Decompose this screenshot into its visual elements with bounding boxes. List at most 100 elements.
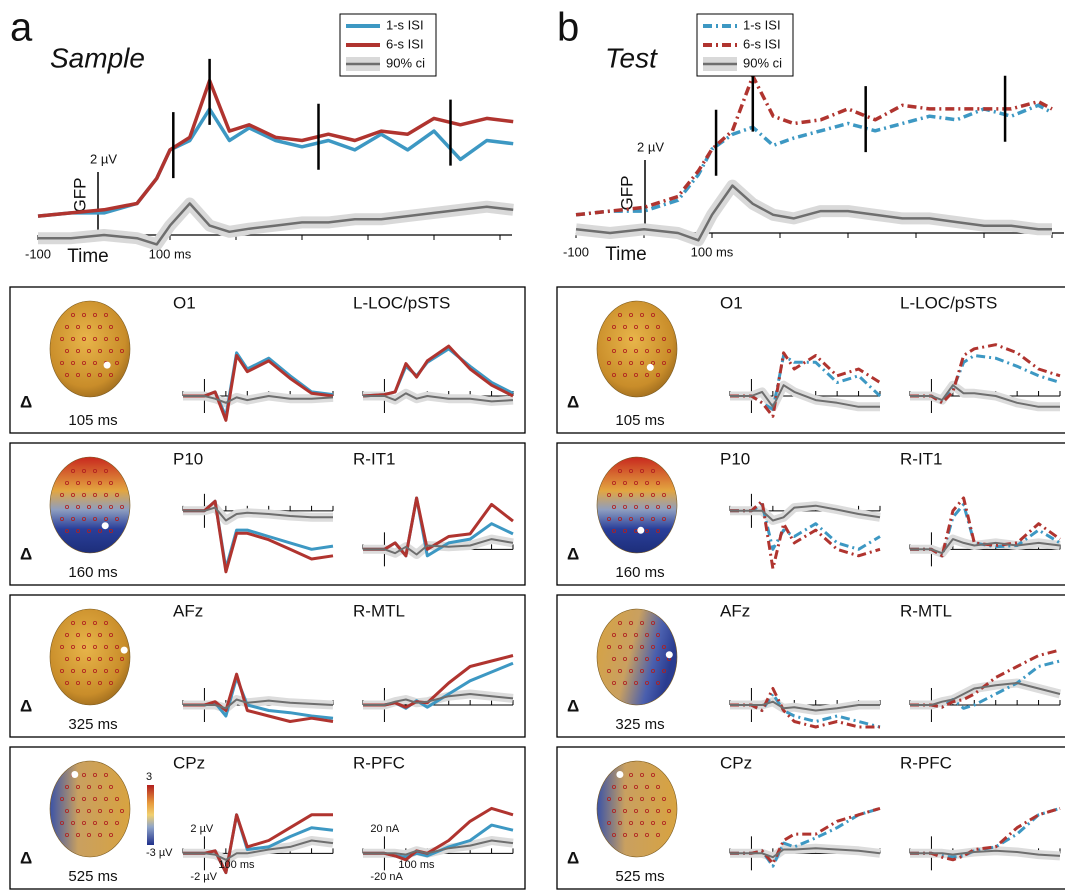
channel-label: R-PFC	[353, 753, 405, 772]
electrode	[71, 797, 76, 802]
electrode	[607, 821, 612, 826]
electrode	[656, 833, 661, 838]
electrode	[109, 480, 114, 485]
electrode	[82, 336, 87, 341]
delta: Δ	[20, 696, 32, 715]
electrode	[76, 372, 81, 377]
electrode	[104, 645, 109, 650]
head	[49, 300, 131, 398]
electrode	[71, 492, 76, 497]
electrode	[640, 468, 645, 473]
head	[596, 608, 678, 706]
electrode	[645, 504, 650, 509]
row-box	[9, 286, 526, 434]
electrode	[612, 504, 617, 509]
delta: Δ	[567, 544, 579, 563]
electrode	[98, 529, 103, 534]
electrode	[71, 336, 76, 341]
electrode	[651, 645, 656, 650]
electrode	[623, 633, 628, 638]
electrode	[87, 657, 92, 662]
electrode	[645, 809, 650, 814]
electrode	[60, 645, 65, 650]
electrode-highlight	[120, 646, 128, 654]
electrode	[87, 480, 92, 485]
row-time: 105 ms	[68, 412, 117, 429]
electrode	[634, 480, 639, 485]
electrode	[76, 833, 81, 838]
electrode	[93, 336, 98, 341]
electrode	[656, 324, 661, 329]
electrode	[645, 833, 650, 838]
electrode	[60, 821, 65, 826]
electrode	[98, 809, 103, 814]
electrode	[629, 821, 634, 826]
electrode	[667, 809, 672, 814]
electrode	[623, 529, 628, 534]
electrode	[634, 633, 639, 638]
electrode	[82, 312, 87, 317]
electrode	[607, 669, 612, 674]
electrode	[71, 517, 76, 522]
channel-label: CPz	[173, 753, 205, 772]
electrode	[640, 517, 645, 522]
electrode	[120, 348, 125, 353]
electrode	[76, 529, 81, 534]
electrode	[98, 833, 103, 838]
legend-label: 6-s ISI	[386, 36, 424, 51]
electrode	[65, 785, 70, 790]
electrode	[662, 797, 667, 802]
electrode	[607, 797, 612, 802]
electrode	[87, 529, 92, 534]
electrode	[82, 360, 87, 365]
electrode	[612, 529, 617, 534]
x-tick-label: 100 ms	[149, 246, 192, 261]
electrode	[104, 621, 109, 626]
erp-line	[730, 384, 880, 408]
scale-bar-label: 2 µV	[637, 139, 664, 154]
erp-line	[910, 343, 1061, 405]
electrode	[87, 633, 92, 638]
electrode	[87, 348, 92, 353]
electrode	[115, 492, 120, 497]
electrode	[667, 504, 672, 509]
electrode	[645, 480, 650, 485]
colorbar-label: 3	[146, 771, 152, 783]
electrode	[656, 480, 661, 485]
electrode	[60, 797, 65, 802]
electrode	[109, 348, 114, 353]
electrode	[82, 517, 87, 522]
gfp-line	[575, 103, 1053, 217]
electrode	[645, 348, 650, 353]
delta: Δ	[567, 696, 579, 715]
erp-line	[730, 351, 881, 418]
electrode	[618, 645, 623, 650]
electrode	[623, 833, 628, 838]
delta: Δ	[20, 544, 32, 563]
electrode	[623, 657, 628, 662]
electrode	[623, 504, 628, 509]
electrode	[104, 336, 109, 341]
electrode	[71, 468, 76, 473]
electrode	[623, 348, 628, 353]
electrode	[612, 480, 617, 485]
electrode	[76, 504, 81, 509]
electrode	[71, 312, 76, 317]
electrode	[65, 480, 70, 485]
electrode	[109, 809, 114, 814]
panel-letter: a	[10, 6, 33, 50]
electrode	[634, 833, 639, 838]
electrode	[109, 529, 114, 534]
electrode-highlight	[646, 363, 654, 371]
gfp-line	[575, 74, 1053, 217]
row-time: 525 ms	[615, 868, 664, 885]
erp-line	[730, 504, 881, 522]
head	[49, 760, 131, 858]
erp-line	[730, 847, 881, 859]
electrode	[104, 492, 109, 497]
electrode	[104, 312, 109, 317]
gfp-line	[38, 202, 514, 246]
electrode	[120, 657, 125, 662]
channel-label: R-MTL	[900, 601, 952, 620]
electrode	[76, 633, 81, 638]
